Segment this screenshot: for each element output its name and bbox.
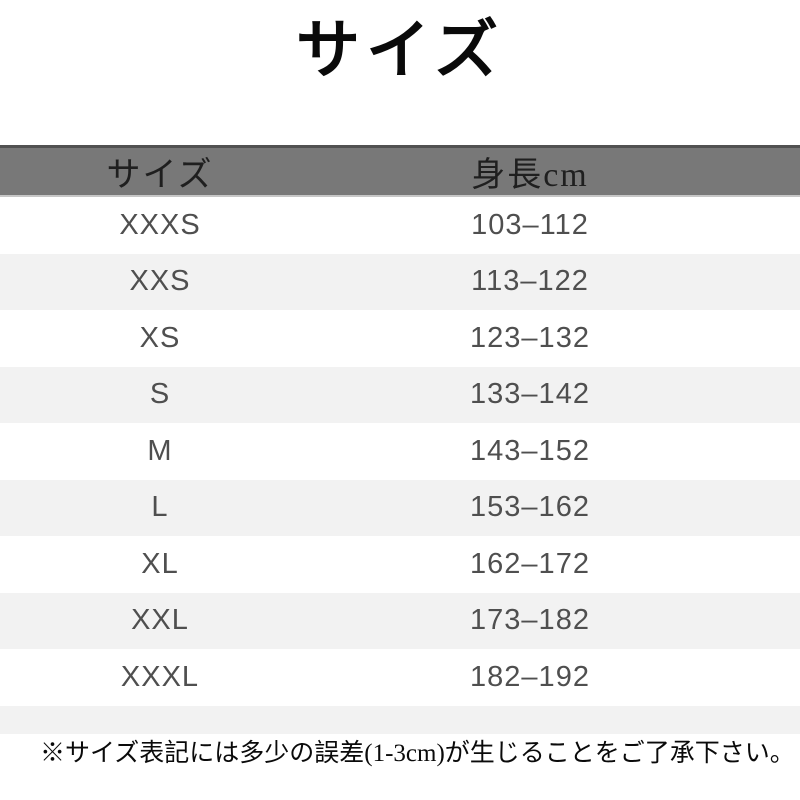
header-height-label: 身長cm: [471, 157, 589, 194]
size-cell: S: [149, 378, 171, 411]
size-cell: XXL: [131, 604, 189, 637]
table-row: XXXS 103–112: [0, 197, 800, 254]
height-cell: 123–132: [470, 321, 590, 354]
height-cell: 133–142: [470, 378, 590, 411]
size-cell: L: [151, 491, 169, 524]
height-cell: 143–152: [470, 434, 590, 467]
height-cell: 103–112: [471, 208, 589, 241]
size-table: サイズ 身長cm XXXS 103–112 XXS 113–122 XS 123…: [0, 145, 800, 734]
table-row: XXS 113–122: [0, 253, 800, 310]
height-cell: 173–182: [470, 604, 590, 637]
size-cell: XXXL: [120, 660, 200, 693]
height-cell: 162–172: [470, 547, 590, 580]
size-cell: XXS: [129, 265, 191, 298]
table-row: XS 123–132: [0, 310, 800, 367]
table-row: M 143–152: [0, 423, 800, 480]
height-cell: 182–192: [470, 660, 590, 693]
size-cell: M: [147, 434, 173, 467]
size-cell: XL: [141, 547, 179, 580]
table-row: XXL 173–182: [0, 592, 800, 649]
table-header-row: サイズ 身長cm: [0, 145, 800, 197]
header-size-label: サイズ: [106, 157, 214, 194]
disclaimer-note: ※サイズ表記には多少の誤差(1-3cm)が生じることをご了承下さい。: [40, 740, 795, 767]
page-title: サイズ: [295, 14, 505, 86]
bottom-stripe-band: [0, 705, 800, 734]
size-cell: XXXS: [119, 208, 201, 241]
height-cell: 153–162: [470, 491, 590, 524]
height-cell: 113–122: [471, 265, 589, 298]
table-row: L 153–162: [0, 479, 800, 536]
size-cell: XS: [139, 321, 181, 354]
table-row: XXXL 182–192: [0, 649, 800, 706]
table-row: S 133–142: [0, 366, 800, 423]
table-row: XL 162–172: [0, 536, 800, 593]
